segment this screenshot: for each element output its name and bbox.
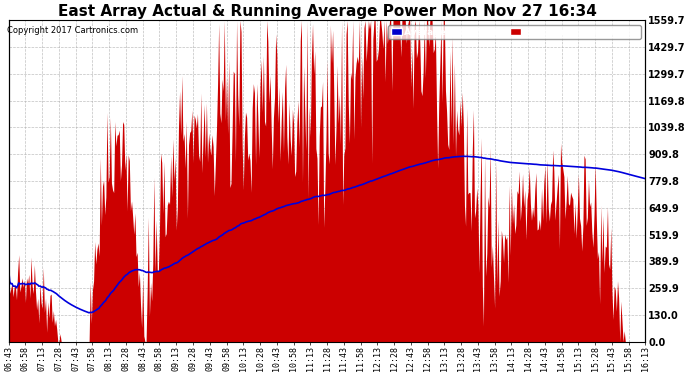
Legend: Average  (DC Watts), East Array  (DC Watts): Average (DC Watts), East Array (DC Watts… xyxy=(388,25,641,39)
Text: Copyright 2017 Cartronics.com: Copyright 2017 Cartronics.com xyxy=(7,26,138,35)
Title: East Array Actual & Running Average Power Mon Nov 27 16:34: East Array Actual & Running Average Powe… xyxy=(57,4,596,19)
